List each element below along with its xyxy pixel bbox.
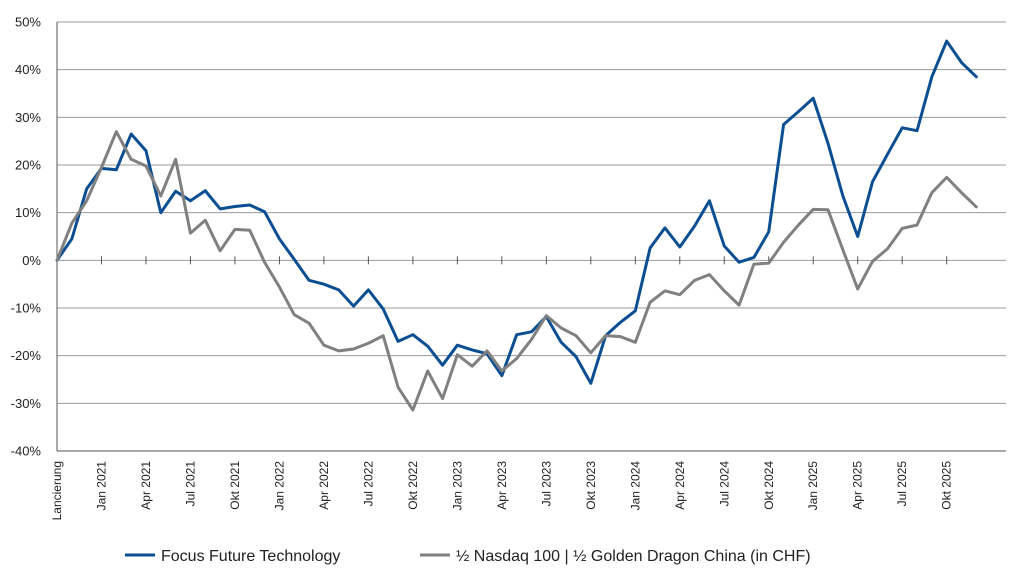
x-tick-label: Jan 2022: [272, 461, 286, 511]
x-tick-label: Jan 2021: [94, 461, 108, 511]
x-tick-label: Okt 2022: [406, 461, 420, 510]
x-tick-label: Jul 2024: [717, 461, 731, 507]
legend: Focus Future Technology ½ Nasdaq 100 | ½ …: [125, 548, 811, 565]
x-tick-label: Okt 2023: [584, 461, 598, 510]
y-tick-label: 30%: [15, 110, 41, 125]
x-tick-label: Apr 2022: [317, 461, 331, 510]
legend-label: ½ Nasdaq 100 | ½ Golden Dragon China (in…: [456, 548, 811, 565]
y-axis-tick-labels: 50% 40% 30% 20% 10% 0% -10% -20% -30% -40%: [11, 15, 42, 459]
y-tick-label: 50%: [15, 15, 41, 30]
x-tick-label: Jan 2025: [806, 461, 820, 511]
x-tick-label: Okt 2021: [228, 461, 242, 510]
x-tick-label: Okt 2025: [940, 461, 954, 510]
x-tick-label: Apr 2024: [673, 461, 687, 510]
y-tick-label: -30%: [11, 396, 42, 411]
y-tick-label: 10%: [15, 205, 41, 220]
y-tick-label: -40%: [11, 444, 42, 459]
x-tick-label: Jan 2024: [628, 461, 642, 511]
x-tick-label: Jul 2025: [895, 461, 909, 507]
x-tick-label: Jul 2021: [183, 461, 197, 507]
x-axis-tick-labels: Lancierung Jan 2021 Apr 2021 Jul 2021 Okt 20…: [50, 461, 954, 521]
axes: [56, 22, 1006, 452]
series-lines: [55, 39, 978, 412]
x-tick-label: Okt 2024: [762, 461, 776, 510]
y-tick-label: 0%: [22, 253, 41, 268]
x-tick-label: Apr 2025: [851, 461, 865, 510]
x-tick-label: Jul 2023: [539, 461, 553, 507]
y-tick-label: 20%: [15, 158, 41, 173]
legend-label: Focus Future Technology: [161, 548, 340, 565]
series-line-2: [55, 130, 978, 412]
grid-lines: [57, 21, 1006, 404]
x-tick-label: Apr 2023: [495, 461, 509, 510]
y-tick-label: 40%: [15, 62, 41, 77]
y-tick-label: -20%: [11, 348, 42, 363]
x-tick-label: Jan 2023: [450, 461, 464, 511]
x-tick-label: Jul 2022: [361, 461, 375, 507]
x-tick-label: Lancierung: [50, 461, 64, 520]
series-line-1: [55, 39, 978, 385]
x-tick-label: Apr 2021: [139, 461, 153, 510]
y-tick-label: -10%: [11, 301, 42, 316]
